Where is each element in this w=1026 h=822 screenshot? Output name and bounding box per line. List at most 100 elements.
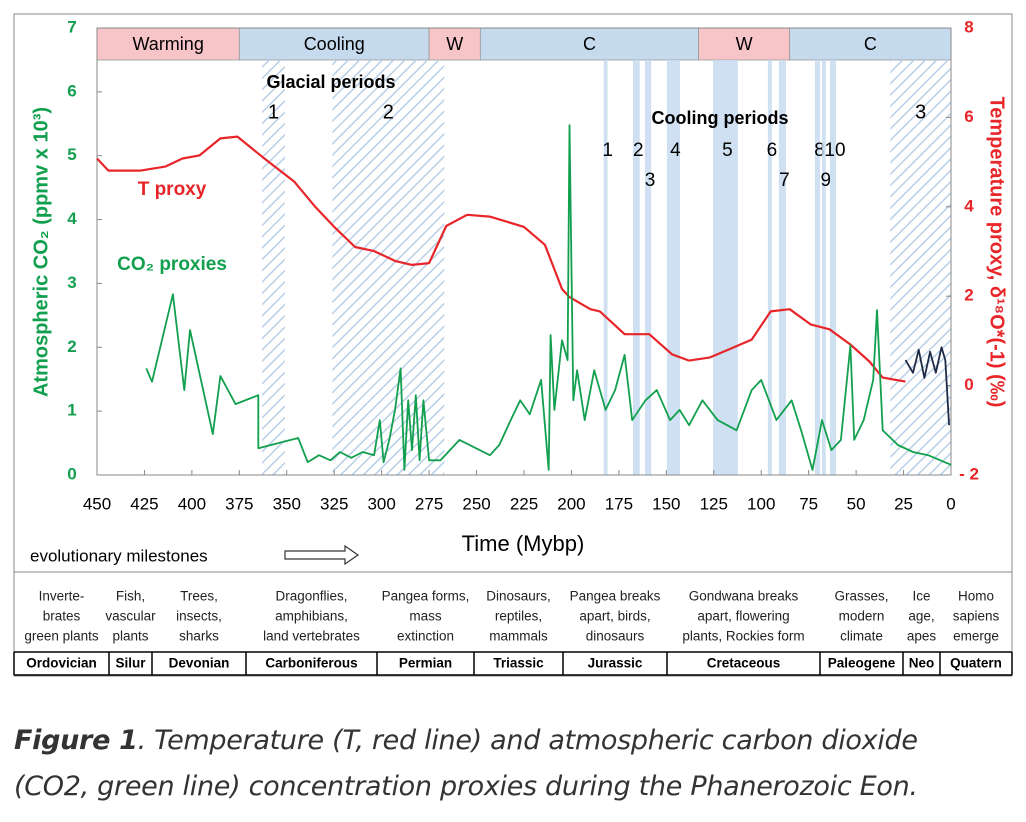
x-tick-label: 350 — [273, 494, 301, 513]
cooling-periods-title: Cooling periods — [652, 108, 789, 128]
x-tick-label: 0 — [946, 494, 955, 513]
x-tick-label: 200 — [557, 494, 585, 513]
milestone-text: climate — [840, 629, 883, 644]
milestone-text: land vertebrates — [263, 629, 360, 644]
trend-band — [789, 27, 952, 61]
y2-tick-label: - 2 — [959, 464, 979, 483]
trend-band-label: C — [864, 34, 877, 54]
y-tick-label: 3 — [67, 273, 76, 292]
milestone-text: Dinosaurs, — [486, 589, 551, 604]
trend-band-label: C — [583, 34, 596, 54]
cooling-period — [644, 60, 652, 475]
series-name: CO₂ proxies — [117, 254, 227, 275]
period-name: Carboniferous — [265, 656, 357, 671]
trend-band — [96, 27, 240, 61]
x-tick-label: 375 — [225, 494, 253, 513]
milestone-text: apart, birds, — [579, 609, 650, 624]
x-tick-label: 450 — [83, 494, 111, 513]
x-tick-label: 325 — [320, 494, 348, 513]
cooling-period-label: 10 — [824, 140, 845, 161]
period-name: Silur — [115, 656, 146, 671]
milestone-text: modern — [839, 609, 885, 624]
milestone-text: mammals — [489, 629, 548, 644]
milestone-text: Homo — [958, 589, 994, 604]
milestone-text: sharks — [179, 629, 219, 644]
cooling-period — [829, 60, 836, 475]
milestone-text: age, — [908, 609, 934, 624]
milestone-text: Dragonflies, — [275, 589, 347, 604]
x-tick-label: 25 — [894, 494, 913, 513]
trend-band — [479, 27, 699, 61]
series-line — [904, 346, 950, 426]
cooling-period — [821, 60, 826, 475]
y-tick-label: 2 — [67, 337, 76, 356]
milestone-text: dinosaurs — [586, 629, 645, 644]
x-tick-label: 75 — [799, 494, 818, 513]
x-axis-label: Time (Mybp) — [462, 531, 585, 556]
milestone-text: emerge — [953, 629, 999, 644]
x-tick-label: 175 — [605, 494, 633, 513]
series-line — [145, 124, 952, 471]
series-line — [96, 135, 906, 383]
x-tick-label: 100 — [747, 494, 775, 513]
y2-axis-label: Temperature proxy, δ¹⁸O*(-1) (‰) — [986, 97, 1008, 408]
y2-tick-label: 0 — [964, 375, 973, 394]
milestone-text: amphibians, — [275, 609, 348, 624]
x-tick-label: 275 — [415, 494, 443, 513]
period-name: Paleogene — [828, 656, 896, 671]
period-name: Quatern — [950, 656, 1002, 671]
milestone-text: Pangea breaks — [570, 589, 661, 604]
glacial-period-label: 3 — [915, 101, 926, 123]
x-tick-label: 425 — [130, 494, 158, 513]
series-name: T proxy — [138, 179, 207, 200]
outer-frame — [13, 13, 1013, 677]
y-tick-label: 1 — [67, 401, 76, 420]
glacial-period — [262, 60, 285, 475]
trend-band-label: W — [446, 34, 463, 54]
milestone-text: reptiles, — [495, 609, 542, 624]
period-name: Jurassic — [588, 656, 643, 671]
y-tick-label: 6 — [67, 81, 76, 100]
y-axis-label: Atmospheric CO₂ (ppmv x 10³) — [30, 107, 52, 397]
y-tick-label: 0 — [67, 464, 76, 483]
milestone-text: Pangea forms, — [382, 589, 470, 604]
period-name: Devonian — [169, 656, 230, 671]
milestone-text: Ice — [912, 589, 930, 604]
period-name: Ordovician — [26, 656, 97, 671]
milestone-text: apes — [907, 629, 937, 644]
cooling-period-label: 3 — [645, 170, 656, 191]
glacial-period-label: 1 — [268, 101, 279, 123]
arrow — [284, 544, 360, 566]
milestone-text: Inverte- — [39, 589, 85, 604]
cooling-period-label: 7 — [779, 170, 790, 191]
caption-text: . Temperature (T, red line) and atmosphe… — [14, 725, 918, 802]
trend-band-label: Cooling — [304, 34, 365, 54]
glacial-period — [890, 60, 951, 475]
cooling-period-label: 4 — [670, 140, 681, 161]
x-tick-label: 400 — [178, 494, 206, 513]
y2-tick-label: 6 — [964, 107, 973, 126]
period-name: Cretaceous — [707, 656, 781, 671]
cooling-period — [666, 60, 680, 475]
y-tick-label: 7 — [67, 17, 76, 36]
cooling-period — [632, 60, 640, 475]
cooling-period — [767, 60, 772, 475]
milestone-text: plants, Rockies form — [682, 629, 804, 644]
milestone-text: plants — [112, 629, 148, 644]
cooling-period — [603, 60, 608, 475]
trend-band — [428, 27, 481, 61]
glacial-periods-title: Glacial periods — [266, 72, 395, 92]
milestone-text: brates — [43, 609, 81, 624]
milestone-text: extinction — [397, 629, 454, 644]
cooling-period — [778, 60, 786, 475]
cooling-period-label: 9 — [821, 170, 832, 191]
milestone-text: insects, — [176, 609, 222, 624]
y2-tick-label: 8 — [964, 17, 973, 36]
milestone-text: apart, flowering — [697, 609, 789, 624]
milestone-text: Grasses, — [834, 589, 888, 604]
cooling-period — [713, 60, 738, 475]
trend-band-label: Warming — [132, 34, 203, 54]
milestone-text: vascular — [105, 609, 156, 624]
cooling-period-label: 5 — [722, 140, 733, 161]
caption-label: Figure 1 — [14, 725, 138, 756]
